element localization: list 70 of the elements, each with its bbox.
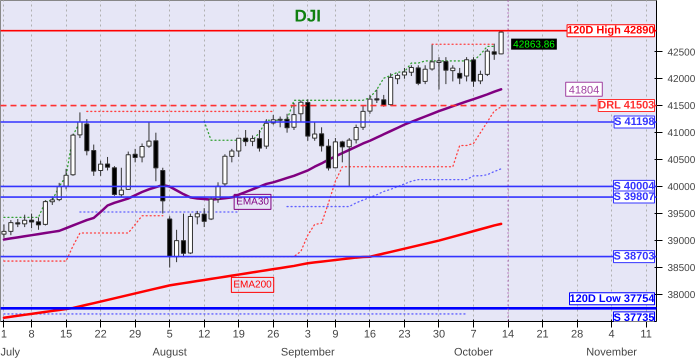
candlestick — [29, 213, 34, 229]
candlestick — [64, 168, 69, 190]
y-tick-label: 42000 — [668, 74, 696, 86]
series-label: EMA200 — [233, 279, 272, 290]
x-tick-label: 23 — [398, 328, 411, 340]
candlestick — [430, 44, 435, 72]
ref-line-label: DRL 41503 — [598, 100, 654, 112]
x-tick-label: 19 — [232, 328, 245, 340]
x-tick-label: 8 — [28, 328, 35, 340]
candlestick — [367, 94, 373, 114]
text: November — [586, 346, 638, 358]
candlestick — [470, 56, 476, 88]
y-tick-label: 41000 — [668, 128, 696, 140]
candlestick — [36, 216, 42, 230]
y-tick-label: 38500 — [668, 263, 696, 274]
candlestick — [229, 148, 234, 163]
y-tick-label: 39000 — [668, 236, 696, 248]
text: July — [0, 346, 21, 358]
x-tick-label: 5 — [166, 328, 173, 340]
line-series — [2, 222, 502, 319]
candlestick — [1, 224, 7, 238]
candlestick — [436, 56, 442, 90]
candlestick — [139, 142, 145, 163]
series-label: EMA30 — [236, 196, 270, 208]
x-tick-label: 28 — [570, 328, 584, 340]
ref-line-label: S 39807 — [614, 191, 655, 204]
x-tick-label: 16 — [364, 328, 376, 340]
ref-line-label: S 38703 — [614, 250, 655, 263]
candlestick — [146, 121, 152, 148]
y-tick-label: 41500 — [668, 101, 696, 112]
candlestick — [354, 124, 359, 144]
candlestick — [326, 138, 332, 171]
x-tick-label: 3 — [304, 328, 311, 340]
x-tick-label: 14 — [502, 328, 514, 340]
x-tick-label: 22 — [94, 328, 107, 340]
candlestick — [402, 67, 408, 80]
candlestick — [104, 156, 110, 171]
x-tick-label: 12 — [198, 328, 210, 340]
candlestick — [264, 118, 269, 150]
candlestick — [118, 167, 124, 198]
candlestick — [256, 129, 262, 152]
text: October — [454, 346, 494, 358]
y-tick-label: 39500 — [668, 209, 696, 220]
annotation: 41804 — [568, 84, 600, 96]
ref-line-label: S 40004 — [614, 180, 656, 192]
x-tick-label: 11 — [640, 328, 652, 340]
candlestick — [250, 134, 256, 147]
candlestick — [394, 72, 400, 85]
y-tick-label: 42500 — [668, 47, 696, 58]
text: August — [152, 346, 187, 358]
ref-line-label: S 41198 — [614, 116, 654, 128]
x-tick-label: 4 — [608, 328, 615, 340]
x-tick-label: 7 — [470, 328, 477, 340]
x-tick-label: 21 — [536, 328, 549, 340]
ref-line-label: S 37735 — [614, 312, 655, 324]
y-tick-label: 40000 — [668, 182, 696, 194]
x-tick-label: 1 — [0, 328, 8, 340]
text: September — [280, 346, 336, 358]
x-tick-label: 29 — [129, 328, 142, 340]
x-tick-label: 9 — [332, 328, 338, 340]
candlestick — [180, 213, 186, 258]
chart-title: DJI — [294, 6, 322, 26]
ref-line-label: 120D High 42890 — [567, 24, 654, 37]
ref-line-label: 120D Low 37754 — [570, 292, 656, 305]
x-tick-label: 15 — [60, 328, 72, 340]
x-tick-label: 26 — [267, 328, 280, 340]
annotation: 42863.86 — [513, 40, 556, 51]
y-tick-label: 38000 — [668, 290, 696, 302]
x-tick-label: 30 — [432, 328, 446, 340]
y-tick-label: 40500 — [668, 155, 696, 166]
